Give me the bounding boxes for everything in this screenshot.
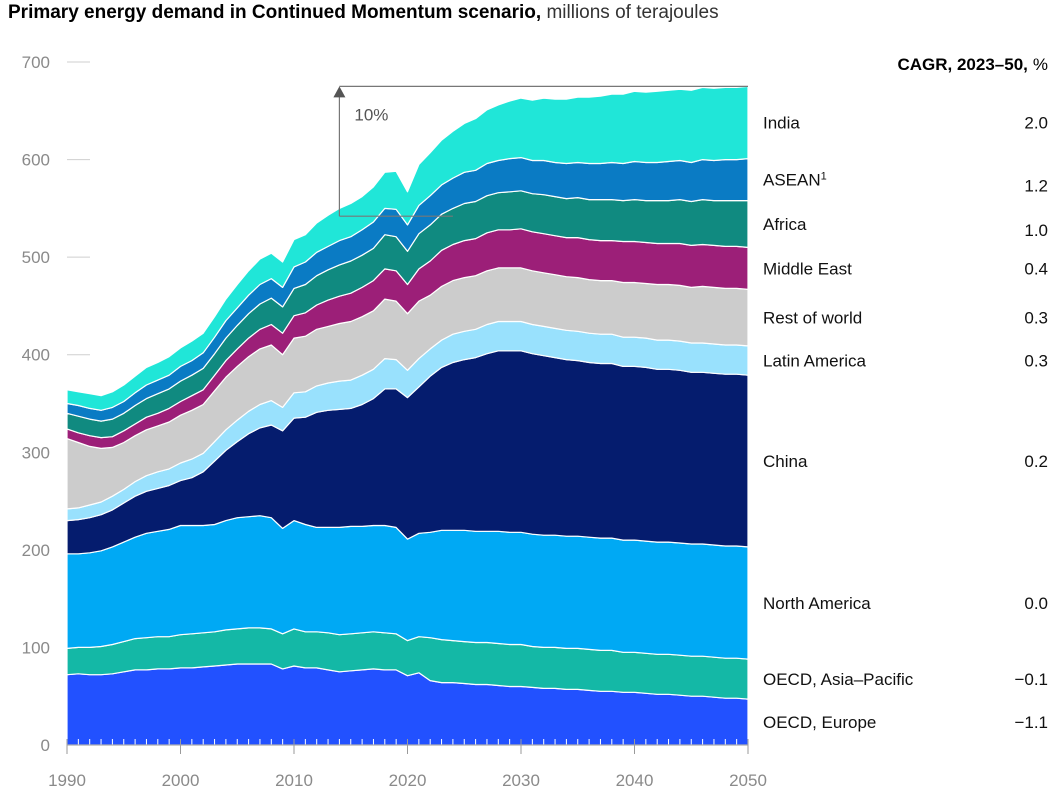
legend-label-rest-of-world: Rest of world <box>763 309 862 328</box>
y-tick-label: 100 <box>22 638 50 657</box>
y-axis: 0 100 200 300 400 500 600 700 <box>22 53 50 755</box>
x-axis: 1990 2000 2010 2020 2030 2040 2050 <box>48 739 767 790</box>
legend-label-middle-east: Middle East <box>763 259 852 278</box>
chart-units: millions of terajoules <box>546 2 719 23</box>
y-tick-label: 700 <box>22 53 50 72</box>
chart-title: Primary energy demand in Continued Momen… <box>8 2 719 24</box>
chart-title-text: Primary energy demand in Continued Momen… <box>8 2 542 23</box>
x-tick-label: 2040 <box>616 771 654 790</box>
cagr-value-oecd-europe: −1.1 <box>1014 713 1048 732</box>
x-tick-label: 2020 <box>389 771 427 790</box>
y-tick-label: 600 <box>22 151 50 170</box>
cagr-header-unit: % <box>1033 55 1048 74</box>
legend-label-oecd-asia-pacific: OECD, Asia–Pacific <box>763 670 914 689</box>
cagr-header-text: CAGR, 2023–50, <box>897 55 1027 74</box>
legend-label-north-america: North America <box>763 594 871 613</box>
cagr-value-africa: 1.0 <box>1024 221 1048 240</box>
area-india <box>66 85 749 411</box>
x-tick-label: 2050 <box>729 771 767 790</box>
y-tick-label: 500 <box>22 248 50 267</box>
y-tick-label: 300 <box>22 443 50 462</box>
x-tick-label: 2030 <box>502 771 540 790</box>
cagr-value-rest-of-world: 0.3 <box>1024 309 1048 328</box>
annotation-label: 10% <box>354 105 388 124</box>
cagr-value-asean: 1.2 <box>1024 177 1048 196</box>
y-tick-label: 0 <box>41 736 50 755</box>
legend-label-asean: ASEAN1 <box>763 171 827 190</box>
x-tick-label: 2010 <box>275 771 313 790</box>
x-tick-label: 2000 <box>162 771 200 790</box>
cagr-value-north-america: 0.0 <box>1024 594 1048 613</box>
y-tick-label: 400 <box>22 346 50 365</box>
growth-annotation: 10% <box>333 85 748 217</box>
legend-label-oecd-europe: OECD, Europe <box>763 713 876 732</box>
y-tick-label: 200 <box>22 541 50 560</box>
x-tick-label: 1990 <box>48 771 86 790</box>
cagr-value-china: 0.2 <box>1024 452 1048 471</box>
legend-label-africa: Africa <box>763 215 807 234</box>
cagr-value-india: 2.0 <box>1024 113 1048 132</box>
cagr-value-middle-east: 0.4 <box>1024 259 1048 278</box>
cagr-value-oecd-asia-pacific: −0.1 <box>1014 670 1048 689</box>
cagr-value-latin-america: 0.3 <box>1024 352 1048 371</box>
legend-label-latin-america: Latin America <box>763 352 867 371</box>
legend-label-china: China <box>763 452 808 471</box>
stacked-areas <box>66 85 749 746</box>
annotation-arrow-head <box>333 86 346 98</box>
legend-label-india: India <box>763 113 800 132</box>
legend: OECD, Europe −1.1 OECD, Asia–Pacific −0.1 No… <box>763 113 1048 732</box>
cagr-header: CAGR, 2023–50,% <box>897 55 1048 74</box>
